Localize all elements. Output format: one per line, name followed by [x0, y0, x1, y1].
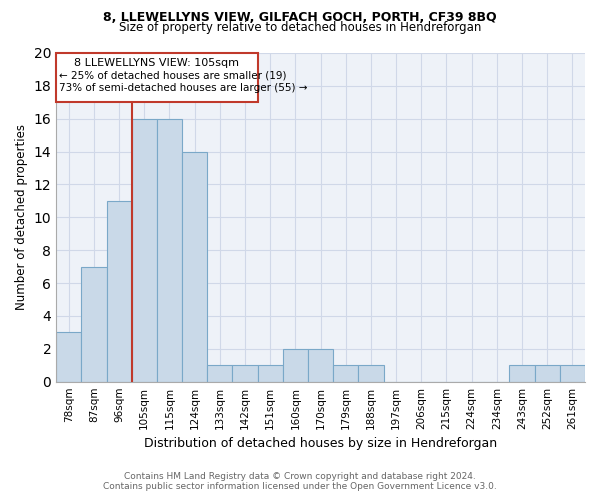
Text: ← 25% of detached houses are smaller (19): ← 25% of detached houses are smaller (19… — [59, 70, 286, 81]
Bar — [257, 365, 283, 382]
Text: Size of property relative to detached houses in Hendreforgan: Size of property relative to detached ho… — [119, 22, 481, 35]
Bar — [560, 365, 585, 382]
Text: Contains HM Land Registry data © Crown copyright and database right 2024.
Contai: Contains HM Land Registry data © Crown c… — [103, 472, 497, 491]
Bar — [232, 365, 257, 382]
X-axis label: Distribution of detached houses by size in Hendreforgan: Distribution of detached houses by size … — [144, 437, 497, 450]
FancyBboxPatch shape — [56, 53, 257, 102]
Text: 73% of semi-detached houses are larger (55) →: 73% of semi-detached houses are larger (… — [59, 84, 307, 94]
Bar — [56, 332, 82, 382]
Bar — [182, 152, 207, 382]
Bar — [107, 201, 132, 382]
Bar — [509, 365, 535, 382]
Bar — [333, 365, 358, 382]
Bar — [207, 365, 232, 382]
Y-axis label: Number of detached properties: Number of detached properties — [15, 124, 28, 310]
Bar — [535, 365, 560, 382]
Bar — [157, 118, 182, 382]
Bar — [358, 365, 383, 382]
Text: 8 LLEWELLYNS VIEW: 105sqm: 8 LLEWELLYNS VIEW: 105sqm — [74, 58, 239, 68]
Bar — [132, 118, 157, 382]
Bar — [308, 349, 333, 382]
Bar — [82, 266, 107, 382]
Bar — [283, 349, 308, 382]
Text: 8, LLEWELLYNS VIEW, GILFACH GOCH, PORTH, CF39 8BQ: 8, LLEWELLYNS VIEW, GILFACH GOCH, PORTH,… — [103, 11, 497, 24]
